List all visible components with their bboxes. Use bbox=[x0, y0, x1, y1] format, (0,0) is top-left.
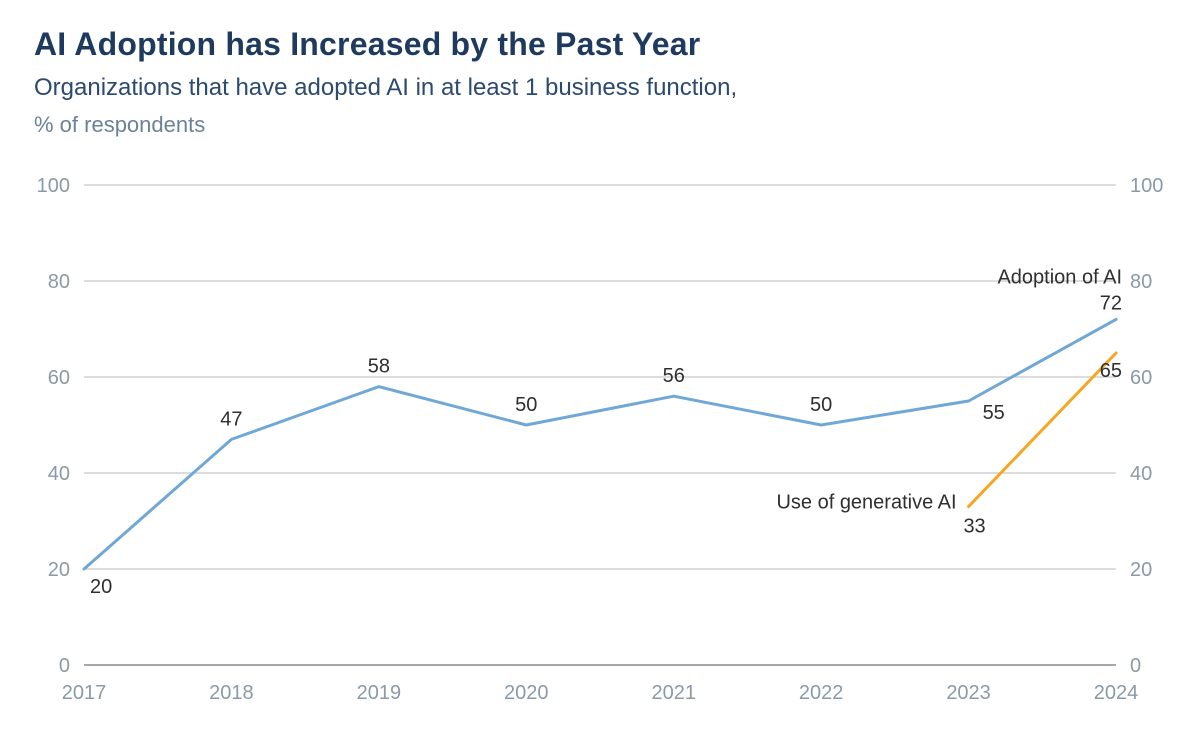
x-tick-label: 2024 bbox=[1094, 682, 1139, 704]
y-tick-label-left: 60 bbox=[48, 367, 70, 389]
x-tick-label: 2017 bbox=[62, 682, 107, 704]
chart-subtitle: Organizations that have adopted AI in at… bbox=[34, 74, 737, 102]
value-label: 72 bbox=[1100, 292, 1122, 314]
y-tick-label-left: 20 bbox=[48, 559, 70, 581]
y-tick-label-right: 60 bbox=[1130, 367, 1152, 389]
chart-area: 0020204040606080801001002017201820192020… bbox=[34, 175, 1166, 715]
value-label: 47 bbox=[220, 408, 242, 430]
series-line bbox=[969, 353, 1116, 507]
y-tick-label-right: 0 bbox=[1130, 655, 1141, 677]
value-label: 65 bbox=[1100, 360, 1122, 382]
value-label: 20 bbox=[90, 576, 112, 598]
series-line bbox=[84, 319, 1116, 569]
x-tick-label: 2019 bbox=[357, 682, 402, 704]
x-tick-label: 2022 bbox=[799, 682, 844, 704]
x-tick-label: 2023 bbox=[946, 682, 991, 704]
y-tick-label-left: 40 bbox=[48, 463, 70, 485]
y-tick-label-right: 40 bbox=[1130, 463, 1152, 485]
value-label: 56 bbox=[663, 365, 685, 387]
value-label: 50 bbox=[810, 394, 832, 416]
y-tick-label-right: 100 bbox=[1130, 175, 1163, 197]
y-tick-label-right: 20 bbox=[1130, 559, 1152, 581]
series-label-adoption: Adoption of AI bbox=[997, 266, 1122, 288]
chart-title: AI Adoption has Increased by the Past Ye… bbox=[34, 26, 700, 63]
y-tick-label-right: 80 bbox=[1130, 271, 1152, 293]
page: AI Adoption has Increased by the Past Ye… bbox=[0, 0, 1200, 754]
value-label: 55 bbox=[983, 402, 1005, 424]
value-label: 50 bbox=[515, 394, 537, 416]
x-tick-label: 2018 bbox=[209, 682, 254, 704]
value-label: 58 bbox=[368, 356, 390, 378]
value-label: 33 bbox=[963, 516, 985, 538]
x-tick-label: 2020 bbox=[504, 682, 549, 704]
chart-sublabel: % of respondents bbox=[34, 112, 205, 138]
x-tick-label: 2021 bbox=[651, 682, 696, 704]
y-tick-label-left: 80 bbox=[48, 271, 70, 293]
y-tick-label-left: 0 bbox=[59, 655, 70, 677]
series-label-genai: Use of generative AI bbox=[776, 492, 956, 514]
line-chart-svg: 0020204040606080801001002017201820192020… bbox=[34, 175, 1166, 715]
y-tick-label-left: 100 bbox=[37, 175, 70, 197]
